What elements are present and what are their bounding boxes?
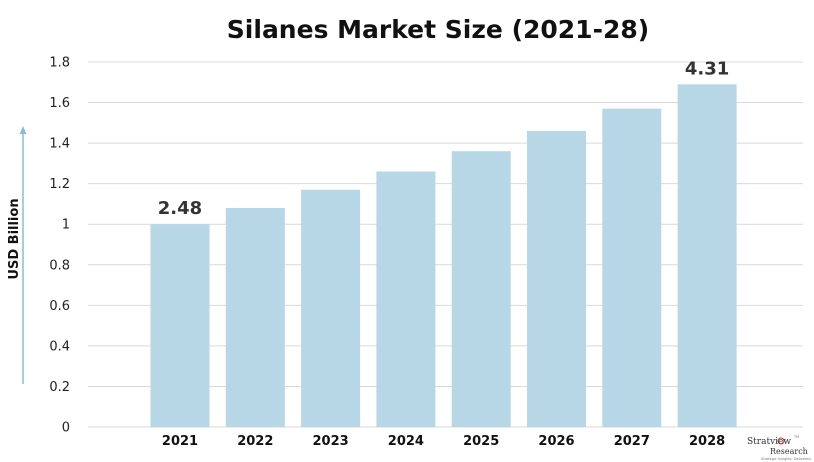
x-tick-label: 2021 bbox=[162, 434, 198, 449]
data-label-2028: 4.31 bbox=[685, 58, 729, 79]
x-tick-labels: 2021 2022 2023 2024 2025 2026 2027 2028 bbox=[162, 434, 725, 449]
y-tick-label: 1 bbox=[62, 218, 70, 233]
y-axis-arrow bbox=[19, 126, 27, 384]
bar-2028 bbox=[677, 84, 737, 428]
x-tick-label: 2023 bbox=[313, 434, 349, 449]
bar-2022 bbox=[225, 208, 285, 427]
data-label-2021: 2.48 bbox=[158, 198, 202, 219]
bar-2023 bbox=[301, 189, 361, 427]
x-tick-label: 2025 bbox=[463, 434, 499, 449]
target-icon bbox=[777, 437, 785, 445]
x-tick-label: 2028 bbox=[689, 434, 725, 449]
data-labels: 2.48 4.31 bbox=[158, 58, 730, 219]
y-tick-label: 0.4 bbox=[49, 339, 70, 354]
bar-2026 bbox=[527, 130, 586, 427]
x-tick-label: 2026 bbox=[538, 434, 574, 449]
x-tick-label: 2027 bbox=[614, 434, 650, 449]
y-tick-label: 0 bbox=[62, 421, 70, 436]
y-tick-label: 0.2 bbox=[49, 380, 70, 395]
chart-title: Silanes Market Size (2021-28) bbox=[227, 15, 649, 44]
y-tick-label: 1.2 bbox=[49, 177, 70, 192]
logo-name: Stratview bbox=[747, 437, 791, 447]
bar-2027 bbox=[602, 108, 662, 427]
logo-tm: TM bbox=[793, 435, 799, 439]
bars bbox=[150, 84, 737, 428]
bar-2024 bbox=[376, 171, 436, 427]
bar-2025 bbox=[451, 151, 511, 427]
bar-2021 bbox=[150, 224, 210, 427]
y-tick-labels: 0 0.2 0.4 0.6 0.8 1 1.2 1.4 1.6 1.8 bbox=[49, 56, 70, 436]
x-tick-label: 2022 bbox=[237, 434, 273, 449]
y-tick-label: 1.6 bbox=[49, 96, 70, 111]
y-tick-label: 0.6 bbox=[49, 299, 70, 314]
y-tick-label: 1.4 bbox=[49, 137, 70, 152]
logo-tagline: Strategic Insights. Delivered. bbox=[761, 457, 812, 461]
y-tick-label: 1.8 bbox=[49, 56, 70, 71]
stratview-logo: Stratview TM Research Strategic Insights… bbox=[747, 435, 812, 461]
x-tick-label: 2024 bbox=[388, 434, 424, 449]
y-tick-label: 0.8 bbox=[49, 258, 70, 273]
y-axis-label: USD Billion bbox=[7, 198, 22, 279]
logo-sub: Research bbox=[770, 447, 808, 456]
